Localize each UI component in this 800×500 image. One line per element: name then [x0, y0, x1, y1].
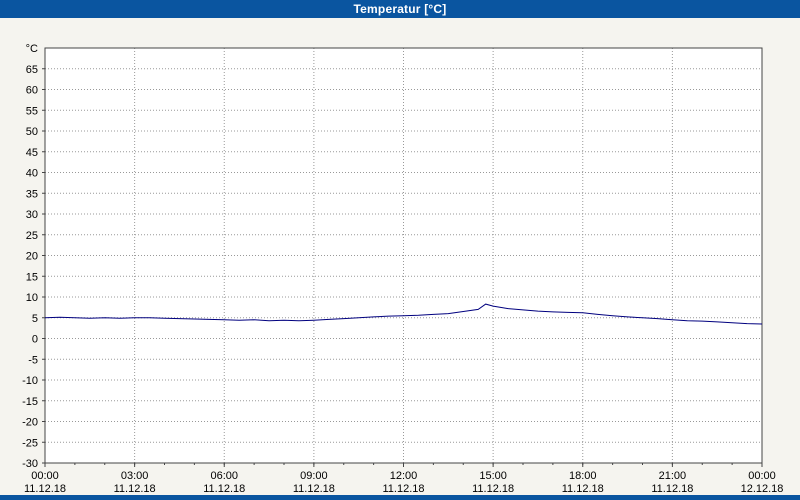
svg-text:-20: -20: [22, 417, 38, 429]
svg-text:-25: -25: [22, 437, 38, 449]
svg-text:40: 40: [26, 168, 38, 180]
svg-text:25: 25: [26, 230, 38, 242]
svg-text:-30: -30: [22, 458, 38, 470]
svg-text:11.12.18: 11.12.18: [203, 483, 245, 495]
svg-text:06:00: 06:00: [210, 470, 238, 482]
svg-text:11.12.18: 11.12.18: [562, 483, 604, 495]
svg-text:0: 0: [32, 334, 38, 346]
svg-text:°C: °C: [26, 43, 38, 55]
svg-text:12:00: 12:00: [390, 470, 418, 482]
temperature-chart: 65605550454035302520151050-5-10-15-20-25…: [22, 43, 784, 495]
svg-text:09:00: 09:00: [300, 470, 328, 482]
svg-text:15:00: 15:00: [479, 470, 507, 482]
svg-text:12.12.18: 12.12.18: [741, 483, 784, 495]
svg-text:21:00: 21:00: [659, 470, 687, 482]
svg-text:-15: -15: [22, 396, 38, 408]
svg-text:60: 60: [26, 85, 38, 97]
svg-text:35: 35: [26, 188, 38, 200]
svg-text:11.12.18: 11.12.18: [651, 483, 693, 495]
svg-text:-5: -5: [28, 354, 38, 366]
svg-text:5: 5: [32, 313, 38, 325]
svg-text:11.12.18: 11.12.18: [114, 483, 156, 495]
svg-text:15: 15: [26, 271, 38, 283]
svg-text:65: 65: [26, 64, 38, 76]
svg-text:50: 50: [26, 126, 38, 138]
svg-text:11.12.18: 11.12.18: [382, 483, 424, 495]
svg-text:45: 45: [26, 147, 38, 159]
svg-text:-10: -10: [22, 375, 38, 387]
svg-text:18:00: 18:00: [569, 470, 597, 482]
chart-area: 65 60 55 50 45 40 35 30 25 20 15 10 5 0 -5 -10 -15 -20 -25…: [0, 18, 800, 495]
svg-text:11.12.18: 11.12.18: [472, 483, 514, 495]
svg-text:11.12.18: 11.12.18: [293, 483, 335, 495]
svg-text:00:00: 00:00: [31, 470, 59, 482]
svg-text:20: 20: [26, 251, 38, 263]
svg-text:03:00: 03:00: [121, 470, 149, 482]
bottom-bar: [0, 495, 800, 500]
svg-text:10: 10: [26, 292, 38, 304]
svg-text:30: 30: [26, 209, 38, 221]
svg-text:55: 55: [26, 105, 38, 117]
window-title: Temperatur [°C]: [353, 2, 447, 16]
window-titlebar: Temperatur [°C]: [0, 0, 800, 18]
svg-text:11.12.18: 11.12.18: [24, 483, 66, 495]
svg-text:00:00: 00:00: [748, 470, 776, 482]
